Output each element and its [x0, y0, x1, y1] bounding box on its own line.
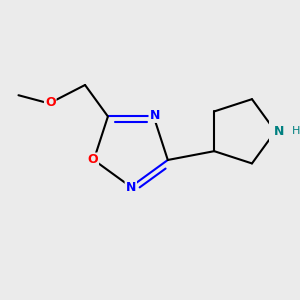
Text: O: O [87, 154, 98, 166]
Text: N: N [126, 182, 136, 194]
Text: O: O [45, 96, 56, 109]
Text: H: H [292, 126, 300, 136]
Text: N: N [274, 125, 285, 138]
Text: N: N [149, 109, 160, 122]
